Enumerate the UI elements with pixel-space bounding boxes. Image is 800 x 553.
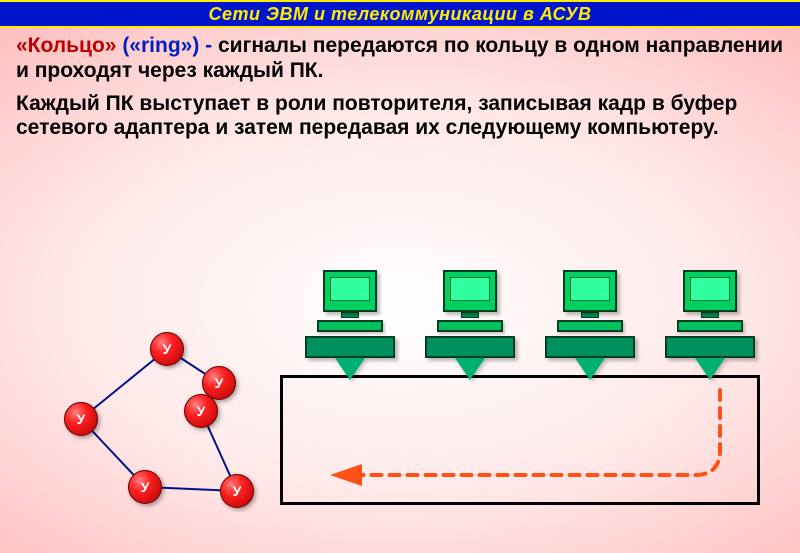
keyword-red: «Кольцо»	[16, 34, 122, 57]
drop-connector-icon	[455, 358, 485, 380]
ring-graph: УУУУУУ	[40, 300, 260, 500]
computer-icon	[665, 270, 755, 380]
monitor-stand	[461, 312, 479, 318]
keyboard-icon	[317, 320, 383, 332]
paragraph-2: Каждый ПК выступает в роли повторителя, …	[16, 92, 784, 142]
system-unit	[425, 336, 515, 358]
system-unit	[665, 336, 755, 358]
header-title: Сети ЭВМ и телекоммуникации в АСУВ	[209, 4, 592, 25]
computer-icon	[425, 270, 515, 380]
ring-node: У	[64, 402, 98, 436]
paragraph-1: «Кольцо» («ring») - сигналы передаются п…	[16, 34, 784, 84]
monitor-icon	[683, 270, 737, 312]
keyword-blue: («ring») -	[122, 34, 218, 57]
monitor-stand	[341, 312, 359, 318]
content-area: «Кольцо» («ring») - сигналы передаются п…	[0, 28, 800, 141]
computer-icon	[305, 270, 395, 380]
monitor-icon	[443, 270, 497, 312]
monitor-icon	[323, 270, 377, 312]
monitor-stand	[581, 312, 599, 318]
monitor-icon	[563, 270, 617, 312]
monitor-stand	[701, 312, 719, 318]
header-bar: Сети ЭВМ и телекоммуникации в АСУВ	[0, 0, 800, 28]
ring-node: У	[220, 474, 254, 508]
signal-arrow-head	[330, 464, 362, 486]
drop-connector-icon	[575, 358, 605, 380]
keyboard-icon	[437, 320, 503, 332]
diagram-area: УУУУУУ	[0, 240, 800, 553]
keyboard-icon	[677, 320, 743, 332]
system-unit	[545, 336, 635, 358]
ring-node: У	[184, 394, 218, 428]
system-unit	[305, 336, 395, 358]
computer-icon	[545, 270, 635, 380]
drop-connector-icon	[335, 358, 365, 380]
keyboard-icon	[557, 320, 623, 332]
drop-connector-icon	[695, 358, 725, 380]
bus-diagram	[280, 260, 770, 520]
signal-arrow-path	[360, 390, 720, 475]
ring-node: У	[128, 470, 162, 504]
ring-node: У	[150, 332, 184, 366]
